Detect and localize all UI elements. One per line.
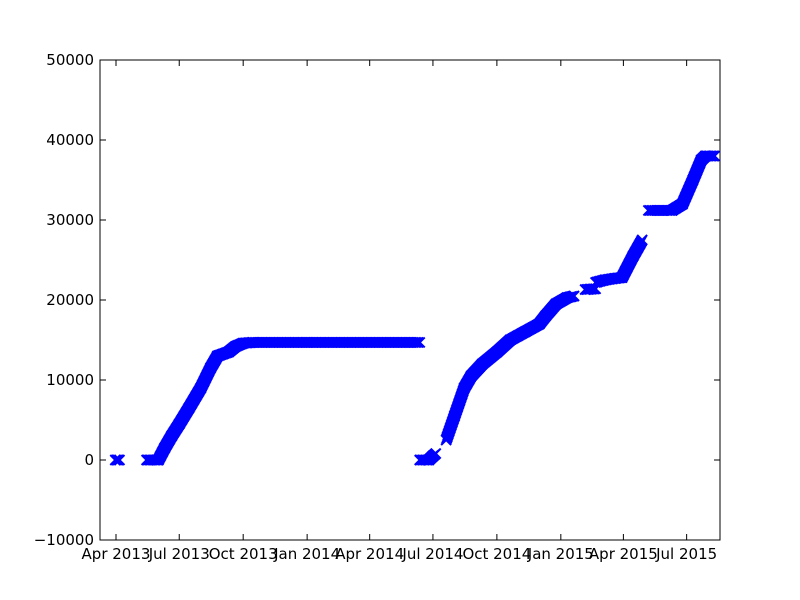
y-tick-label: 20000 bbox=[46, 291, 94, 309]
x-tick-label: Apr 2013 bbox=[82, 545, 151, 563]
data-point-x-marker bbox=[704, 150, 716, 162]
y-tick-label: −10000 bbox=[34, 531, 94, 549]
data-marks bbox=[109, 150, 721, 466]
data-point-x-marker bbox=[707, 150, 719, 162]
x-tick-label: Oct 2013 bbox=[209, 545, 278, 563]
y-tick-label: 0 bbox=[84, 451, 94, 469]
x-tick-label: Jan 2015 bbox=[527, 545, 594, 563]
y-axis: −10000 0 10000 20000 30000 40000 50000 bbox=[34, 51, 720, 549]
data-point-x-marker bbox=[409, 336, 421, 349]
y-tick-label: 40000 bbox=[46, 131, 94, 149]
data-point-x-marker bbox=[414, 336, 426, 349]
data-point-x-marker bbox=[568, 290, 580, 302]
x-tick-label: Apr 2015 bbox=[589, 545, 658, 563]
data-point-x-marker bbox=[113, 454, 126, 466]
x-tick-label: Jul 2013 bbox=[148, 545, 210, 563]
y-tick-label: 30000 bbox=[46, 211, 94, 229]
x-tick-label: Apr 2014 bbox=[335, 545, 404, 563]
data-point-x-marker bbox=[412, 336, 424, 349]
x-tick-label: Oct 2014 bbox=[462, 545, 531, 563]
y-tick-label: 50000 bbox=[46, 51, 94, 69]
x-tick-label: Jan 2014 bbox=[273, 545, 340, 563]
y-tick-label: 10000 bbox=[46, 371, 94, 389]
data-point-x-marker bbox=[636, 234, 648, 246]
data-point-x-marker bbox=[430, 447, 442, 460]
data-point-x-marker bbox=[410, 336, 423, 349]
x-tick-label: Jul 2015 bbox=[655, 545, 717, 563]
x-tick-label: Jul 2014 bbox=[401, 545, 463, 563]
data-point-x-marker bbox=[708, 150, 721, 162]
data-point-x-marker bbox=[705, 150, 718, 162]
